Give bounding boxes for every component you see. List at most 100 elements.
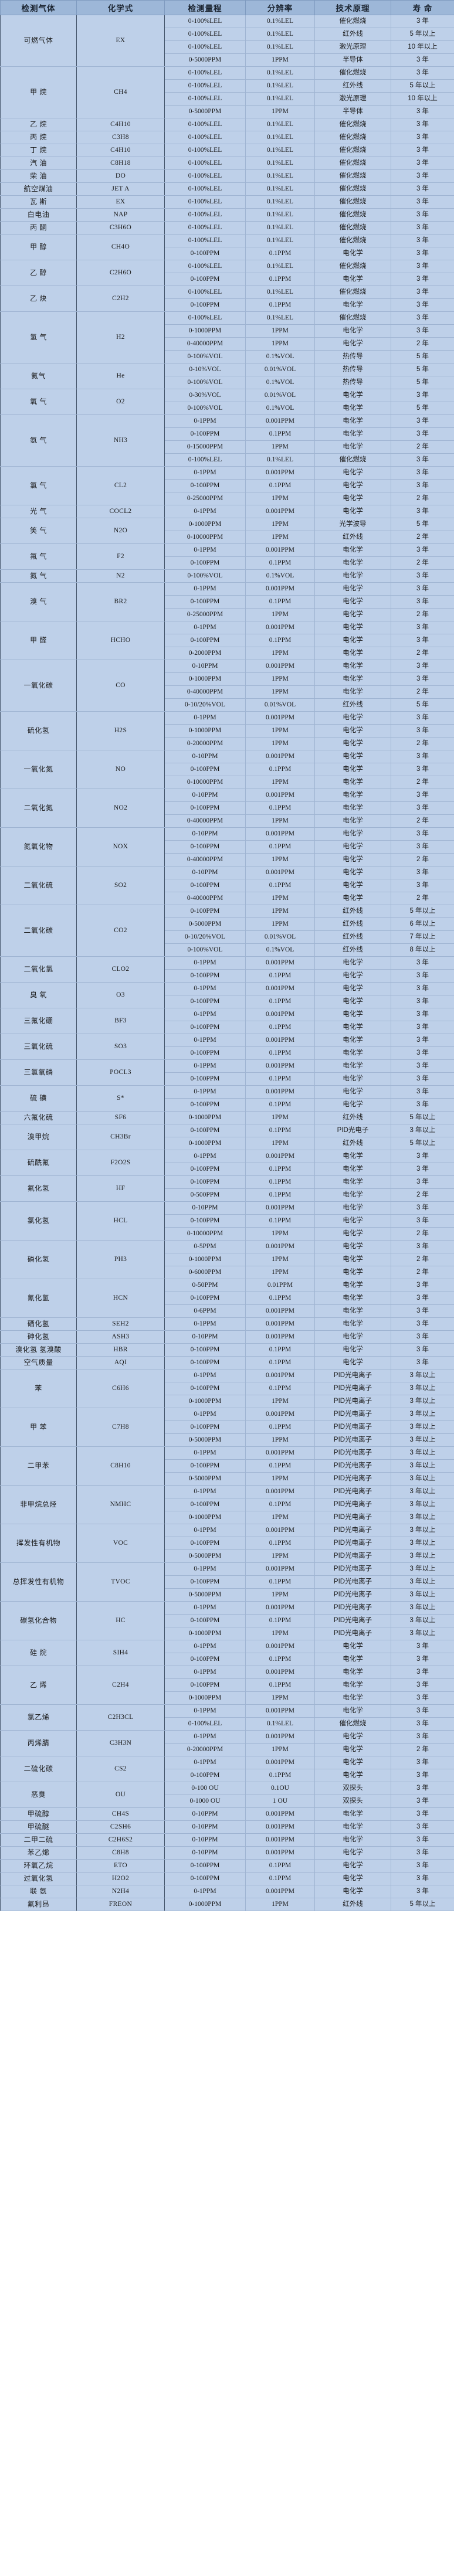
table-row: 航空煤油 JET A 0-100%LEL 0.1%LEL 催化燃烧 3 年 xyxy=(0,182,454,196)
detection-range-cell: 0-100PPM xyxy=(164,298,246,312)
detection-range-cell: 0-1PPM xyxy=(164,1085,246,1099)
chemical-formula-cell: JET A xyxy=(76,182,165,196)
lifetime-cell: 3 年 xyxy=(391,569,454,583)
lifetime-cell: 3 年 xyxy=(391,1343,454,1357)
gas-name-cell: 砷化氢 xyxy=(0,1330,77,1344)
resolution-cell: 0.01%VOL xyxy=(245,389,315,402)
chemical-formula-cell: C2H2 xyxy=(76,286,165,312)
gas-name-cell: 溴甲烷 xyxy=(0,1124,77,1150)
detection-range-cell: 0-100PPM xyxy=(164,1498,246,1511)
resolution-cell: 0.1PPM xyxy=(245,1021,315,1034)
lifetime-cell: 3 年 xyxy=(391,801,454,815)
table-row: 0-100PPM 0.1PPM PID光电离子 3 年以上 xyxy=(1,1575,454,1589)
resolution-cell: 0.001PPM xyxy=(245,1820,315,1834)
principle-cell: 红外线 xyxy=(314,905,391,918)
lifetime-cell: 3 年 xyxy=(391,1356,454,1369)
detection-range-cell: 0-100PPM xyxy=(164,1575,246,1589)
detection-range-cell: 0-5000PPM xyxy=(164,1433,246,1447)
resolution-cell: 1PPM xyxy=(245,1898,315,1911)
lifetime-cell: 3 年 xyxy=(391,105,454,118)
table-row: 乙 烷 C4H10 0-100%LEL 0.1%LEL 催化燃烧 3 年 xyxy=(0,118,454,131)
table-row: 0-1000PPM 1PPM PID光电离子 3 年以上 xyxy=(1,1511,454,1524)
principle-cell: 催化燃烧 xyxy=(314,182,391,196)
table-row: 0-100PPM 0.1PPM 电化学 3 年 xyxy=(1,595,454,609)
header-row: 检测气体 化学式 检测量程 分辨率 技术原理 寿 命 xyxy=(0,0,454,15)
col-header-formula: 化学式 xyxy=(76,0,165,15)
chemical-formula-cell: O3 xyxy=(76,982,165,1008)
resolution-cell: 0.01%VOL xyxy=(245,363,315,376)
detection-range-cell: 0-1PPM xyxy=(164,621,246,634)
detection-range-cell: 0-100PPM xyxy=(164,1046,246,1060)
chemical-formula-cell: F2 xyxy=(76,543,165,570)
chemical-formula-cell: C3H3N xyxy=(76,1730,165,1756)
principle-cell: 电化学 xyxy=(314,1769,391,1782)
principle-cell: PID光电离子 xyxy=(314,1627,391,1640)
gas-name-cell: 非甲烷总烃 xyxy=(0,1485,77,1524)
detection-range-cell: 0-1000PPM xyxy=(164,1253,246,1266)
table-row: 0-10000PPM 1PPM 电化学 2 年 xyxy=(1,1227,454,1241)
principle-cell: 催化燃烧 xyxy=(314,131,391,144)
table-row: 氨 气 NH3 0-1PPM 0.001PPM 电化学 3 年 xyxy=(0,414,454,467)
resolution-cell: 0.1%VOL xyxy=(245,569,315,583)
lifetime-cell: 3 年以上 xyxy=(391,1601,454,1615)
gas-name-cell: 硫 磺 xyxy=(0,1085,77,1112)
table-row: 0-100PPM 0.1PPM 电化学 3 年 xyxy=(1,1214,454,1228)
lifetime-cell: 3 年 xyxy=(391,1330,454,1344)
detection-range-cell: 0-1PPM xyxy=(164,582,246,596)
lifetime-cell: 3 年以上 xyxy=(391,1433,454,1447)
lifetime-cell: 5 年 xyxy=(391,350,454,363)
detection-range-cell: 0-1PPM xyxy=(164,956,246,970)
chemical-formula-cell: He xyxy=(76,363,165,389)
table-row: 0-1000PPM 1PPM 电化学 3 年 xyxy=(1,724,454,738)
lifetime-cell: 3 年 xyxy=(391,311,454,325)
principle-cell: PID光电离子 xyxy=(314,1408,391,1421)
gas-name-cell: 三氧化硫 xyxy=(0,1034,77,1060)
principle-cell: 电化学 xyxy=(314,1833,391,1847)
principle-cell: 电化学 xyxy=(314,1859,391,1872)
chemical-formula-cell: FREON xyxy=(76,1898,165,1911)
resolution-cell: 0.001PPM xyxy=(245,750,315,763)
resolution-cell: 0.1%VOL xyxy=(245,943,315,957)
table-row: 0-1000PPM 1PPM 红外线 5 年以上 xyxy=(1,1137,454,1150)
resolution-cell: 0.1%LEL xyxy=(245,260,315,273)
principle-cell: 电化学 xyxy=(314,892,391,905)
lifetime-cell: 2 年 xyxy=(391,1266,454,1279)
resolution-cell: 1PPM xyxy=(245,1472,315,1486)
resolution-cell: 0.001PPM xyxy=(245,1369,315,1382)
detection-range-cell: 0-100PPM xyxy=(164,969,246,983)
table-row: 甲 醇 CH4O 0-100%LEL 0.1%LEL 催化燃烧 3 年 xyxy=(0,234,454,260)
lifetime-cell: 3 年 xyxy=(391,195,454,209)
gas-name-cell: 氟利昂 xyxy=(0,1898,77,1911)
detection-range-cell: 0-100PPM xyxy=(164,879,246,892)
principle-cell: 电化学 xyxy=(314,402,391,415)
detection-range-cell: 0-10000PPM xyxy=(164,531,246,544)
resolution-cell: 0.001PPM xyxy=(245,1201,315,1215)
detection-range-cell: 0-1PPM xyxy=(164,1369,246,1382)
table-row: 臭 氧 O3 0-1PPM 0.001PPM 电化学 3 年 xyxy=(0,982,454,1008)
resolution-cell: 1PPM xyxy=(245,1253,315,1266)
resolution-cell: 0.001PPM xyxy=(245,621,315,634)
table-row: 0-1000PPM 1PPM 电化学 2 年 xyxy=(1,1253,454,1266)
lifetime-cell: 3 年 xyxy=(391,66,454,80)
lifetime-cell: 3 年 xyxy=(391,1704,454,1718)
resolution-cell: 0.1PPM xyxy=(245,595,315,609)
lifetime-cell: 3 年 xyxy=(391,1691,454,1705)
table-row: 甲 烷 CH4 0-100%LEL 0.1%LEL 催化燃烧 3 年 xyxy=(0,66,454,118)
principle-cell: 电化学 xyxy=(314,1653,391,1666)
detection-range-cell: 0-100%VOL xyxy=(164,350,246,363)
principle-cell: 电化学 xyxy=(314,1085,391,1099)
resolution-cell: 1PPM xyxy=(245,1395,315,1408)
table-row: 氯乙烯 C2H3CL 0-1PPM 0.001PPM 电化学 3 年 xyxy=(0,1704,454,1731)
principle-cell: 电化学 xyxy=(314,466,391,480)
resolution-cell: 1PPM xyxy=(245,324,315,338)
principle-cell: PID光电离子 xyxy=(314,1614,391,1627)
resolution-cell: 0.001PPM xyxy=(245,982,315,995)
lifetime-cell: 5 年 xyxy=(391,698,454,712)
chemical-formula-cell: C3H6O xyxy=(76,221,165,235)
principle-cell: 电化学 xyxy=(314,660,391,673)
table-row: 环氧乙烷 ETO 0-100PPM 0.1PPM 电化学 3 年 xyxy=(0,1859,454,1872)
detection-range-cell: 0-10PPM xyxy=(164,827,246,841)
resolution-cell: 1PPM xyxy=(245,440,315,454)
detection-range-cell: 0-10PPM xyxy=(164,1820,246,1834)
lifetime-cell: 3 年 xyxy=(391,1201,454,1215)
